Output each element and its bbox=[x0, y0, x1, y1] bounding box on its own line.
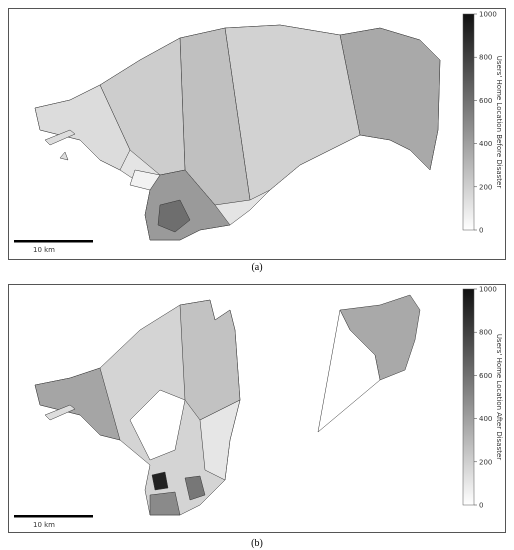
colorbar-label: Users' Home Location Before Disaster bbox=[495, 56, 503, 189]
colorbar-tick-label: 1000 bbox=[479, 286, 497, 294]
region bbox=[317, 309, 381, 433]
colorbar-tick-label: 600 bbox=[479, 372, 492, 380]
region bbox=[179, 299, 241, 421]
islet bbox=[59, 151, 69, 161]
colorbar-tick-label: 800 bbox=[479, 329, 492, 337]
islet bbox=[44, 404, 76, 421]
caption: (b) bbox=[251, 538, 263, 549]
panel-frame bbox=[8, 8, 506, 260]
region bbox=[34, 367, 121, 441]
caption: (a) bbox=[251, 262, 262, 273]
colorbar-label: Users' Home Location After Disaster bbox=[495, 334, 503, 460]
colorbar bbox=[462, 13, 475, 231]
colorbar-tick-label: 0 bbox=[479, 502, 483, 510]
scale-bar bbox=[14, 240, 93, 243]
colorbar bbox=[462, 288, 475, 506]
scale-bar bbox=[14, 515, 93, 518]
map-a bbox=[34, 24, 441, 241]
colorbar-tick-label: 600 bbox=[479, 97, 492, 105]
region bbox=[199, 399, 241, 481]
colorbar-tick-label: 400 bbox=[479, 140, 492, 148]
scale-label: 10 km bbox=[33, 246, 55, 254]
region bbox=[339, 27, 441, 171]
colorbar-tick-label: 1000 bbox=[479, 11, 497, 19]
colorbar-tick-label: 400 bbox=[479, 415, 492, 423]
region bbox=[224, 24, 361, 201]
region bbox=[129, 169, 161, 191]
islet bbox=[44, 129, 76, 146]
colorbar-tick-label: 0 bbox=[479, 227, 483, 235]
colorbar-tick-label: 200 bbox=[479, 458, 492, 466]
region bbox=[149, 491, 181, 516]
region bbox=[34, 84, 131, 171]
map-b bbox=[34, 294, 421, 516]
region bbox=[184, 475, 206, 501]
colorbar-tick-label: 200 bbox=[479, 183, 492, 191]
region bbox=[151, 471, 169, 491]
region bbox=[129, 389, 186, 461]
panel-frame bbox=[8, 284, 506, 533]
region bbox=[157, 199, 191, 233]
colorbar-tick-label: 800 bbox=[479, 54, 492, 62]
scale-label: 10 km bbox=[33, 521, 55, 529]
